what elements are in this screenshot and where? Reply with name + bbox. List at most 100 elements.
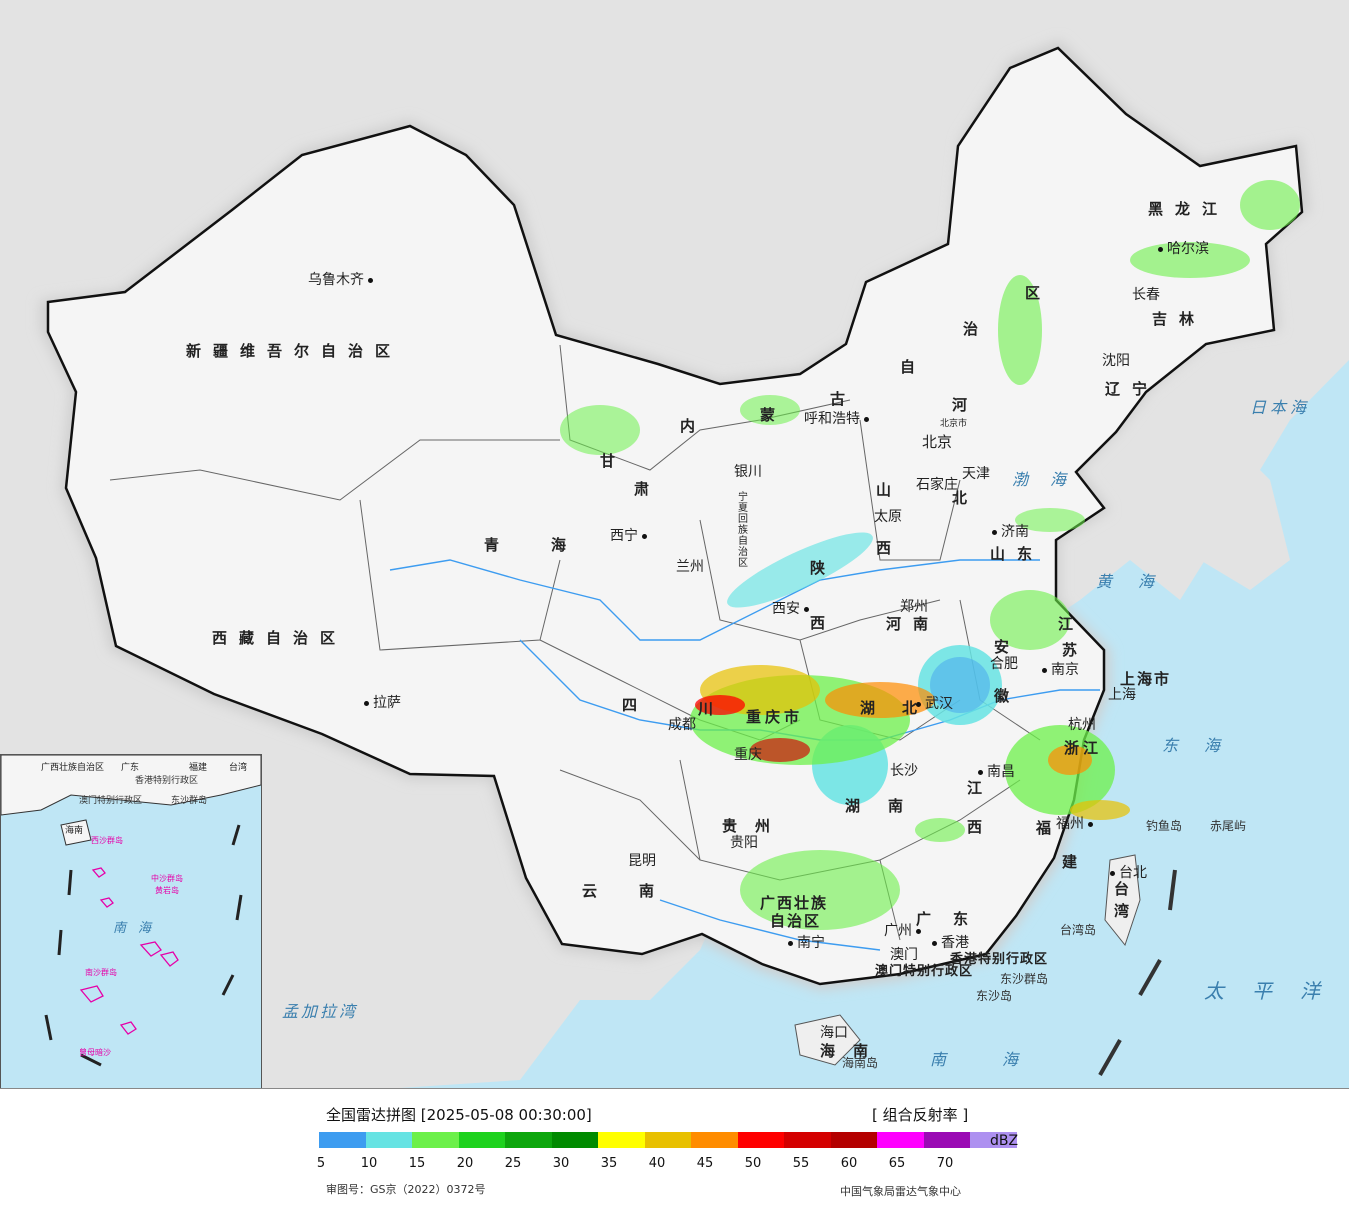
province-neimenggu-2: 蒙 bbox=[760, 406, 788, 424]
city-taibei[interactable]: 台北 bbox=[1110, 862, 1147, 882]
province-fujian-2: 建 bbox=[1062, 853, 1090, 871]
inset-guangxi: 广西壮族自治区 bbox=[41, 763, 105, 773]
sea-bohai: 渤海 bbox=[1012, 470, 1089, 489]
inset-mo: 澳门特别行政区 bbox=[79, 796, 143, 806]
city-xian[interactable]: 西安 bbox=[772, 598, 809, 618]
city-changsha[interactable]: 长沙 bbox=[890, 763, 918, 779]
scale-tick: 5 bbox=[316, 1156, 326, 1171]
inset-xisha: 西沙群岛 bbox=[91, 836, 123, 845]
province-zhejiang: 浙江 bbox=[1064, 739, 1103, 757]
sea-riben: 日本海 bbox=[1250, 398, 1311, 417]
province-jiangsu-2: 苏 bbox=[1062, 641, 1090, 659]
city-shanghai[interactable]: 上海 bbox=[1108, 687, 1136, 703]
radar-map[interactable]: 新疆维吾尔自治区 西藏自治区 青海 甘 肃 内 蒙 古 自 治 区 黑龙江 吉林… bbox=[0, 0, 1349, 1089]
scale-swatch bbox=[644, 1132, 691, 1148]
city-aomen[interactable]: 澳门 bbox=[890, 947, 918, 963]
city-xianggang[interactable]: 香港 bbox=[932, 932, 969, 952]
city-wuhan[interactable]: 武汉 bbox=[916, 693, 953, 713]
scale-tick: 60 bbox=[840, 1156, 858, 1171]
scale-tick: 35 bbox=[600, 1156, 618, 1171]
city-chongqing[interactable]: 重庆 bbox=[734, 747, 762, 763]
province-anhui: 安 bbox=[994, 638, 1022, 656]
city-lhasa[interactable]: 拉萨 bbox=[364, 692, 401, 712]
scale-tick: 25 bbox=[504, 1156, 522, 1171]
city-kunming[interactable]: 昆明 bbox=[628, 853, 656, 869]
province-guangxi: 广西壮族 bbox=[760, 894, 829, 912]
province-guizhou: 贵州 bbox=[722, 817, 789, 835]
south-china-sea-inset[interactable]: 广东 广西壮族自治区 台湾 福建 香港特别行政区 澳门特别行政区 海南 东沙群岛… bbox=[0, 754, 262, 1088]
city-hangzhou[interactable]: 杭州 bbox=[1068, 717, 1096, 733]
city-tianjin[interactable]: 天津 bbox=[962, 466, 990, 482]
city-fuzhou[interactable]: 福州 bbox=[1056, 813, 1093, 833]
province-anhui-2: 徽 bbox=[994, 687, 1022, 705]
island-diaoyu: 钓鱼岛 bbox=[1146, 819, 1183, 833]
province-qinghai: 青海 bbox=[484, 536, 619, 554]
scale-tick: 10 bbox=[360, 1156, 378, 1171]
city-jinan[interactable]: 济南 bbox=[992, 521, 1029, 541]
city-haikou[interactable]: 海口 bbox=[820, 1025, 848, 1041]
city-guiyang[interactable]: 贵阳 bbox=[730, 835, 758, 851]
scale-swatch bbox=[923, 1132, 970, 1148]
city-zhengzhou[interactable]: 郑州 bbox=[900, 599, 928, 615]
scale-tick: 70 bbox=[936, 1156, 954, 1171]
province-fujian: 福 bbox=[1036, 819, 1064, 837]
province-shanxi: 山 bbox=[876, 481, 904, 499]
province-xizang: 西藏自治区 bbox=[212, 629, 348, 647]
city-lanzhou[interactable]: 兰州 bbox=[676, 559, 704, 575]
province-shaanxi-2: 西 bbox=[810, 614, 838, 632]
province-hebei: 河 bbox=[952, 396, 980, 414]
city-chengdu[interactable]: 成都 bbox=[668, 717, 696, 733]
province-guangxi-2: 自治区 bbox=[770, 912, 822, 930]
province-ningxia: 宁夏回族自治区 bbox=[738, 492, 748, 569]
city-hefei[interactable]: 合肥 bbox=[990, 656, 1018, 672]
city-nanjing[interactable]: 南京 bbox=[1042, 659, 1079, 679]
city-taiyuan[interactable]: 太原 bbox=[874, 509, 902, 525]
inset-fujian: 福建 bbox=[189, 763, 208, 773]
province-hainan: 海南 bbox=[820, 1042, 887, 1060]
city-xining[interactable]: 西宁 bbox=[610, 525, 647, 545]
city-nanning[interactable]: 南宁 bbox=[788, 932, 825, 952]
sea-nanhai: 南海 bbox=[930, 1050, 1075, 1069]
scale-swatch bbox=[412, 1132, 459, 1148]
province-shaanxi: 陕 bbox=[810, 559, 838, 577]
city-yinchuan[interactable]: 银川 bbox=[734, 464, 762, 480]
scale-swatch bbox=[458, 1132, 505, 1148]
inset-hk: 香港特别行政区 bbox=[135, 776, 199, 786]
scale-swatch bbox=[737, 1132, 784, 1148]
province-hebei-2: 北 bbox=[952, 489, 980, 507]
hainan-island bbox=[794, 1014, 861, 1066]
province-neimenggu-3: 古 bbox=[830, 390, 858, 408]
city-urumqi[interactable]: 乌鲁木齐 bbox=[308, 269, 373, 289]
sea-huanghai: 黄海 bbox=[1096, 572, 1181, 591]
map-title: 全国雷达拼图 [2025-05-08 00:30:00] bbox=[326, 1106, 592, 1124]
province-neimenggu-5: 治 bbox=[963, 320, 991, 338]
scale-swatch bbox=[365, 1132, 412, 1148]
province-hongkong: 香港特别行政区 bbox=[950, 952, 1049, 967]
city-shijiazhuang[interactable]: 石家庄 bbox=[916, 477, 958, 493]
scale-swatch bbox=[598, 1132, 645, 1148]
scale-tick: 40 bbox=[648, 1156, 666, 1171]
city-changchun[interactable]: 长春 bbox=[1132, 287, 1160, 303]
province-sichuan-2: 川 bbox=[698, 700, 726, 718]
data-source: 中国气象局雷达气象中心 bbox=[840, 1185, 961, 1198]
city-hohhot[interactable]: 呼和浩特 bbox=[804, 408, 869, 428]
island-dongshadao: 东沙岛 bbox=[976, 989, 1013, 1003]
city-nanchang[interactable]: 南昌 bbox=[978, 761, 1015, 781]
scale-tick: 20 bbox=[456, 1156, 474, 1171]
scale-swatch bbox=[319, 1132, 366, 1148]
province-jiangxi-2: 西 bbox=[967, 818, 995, 836]
city-guangzhou[interactable]: 广州 bbox=[884, 920, 921, 940]
city-beijing[interactable]: 北京 bbox=[922, 433, 953, 451]
inset-huangyan: 黄岩岛 bbox=[155, 886, 179, 895]
scale-tick: 15 bbox=[408, 1156, 426, 1171]
city-harbin[interactable]: 哈尔滨 bbox=[1158, 238, 1209, 258]
city-shenyang[interactable]: 沈阳 bbox=[1102, 353, 1130, 369]
radar-echoes bbox=[560, 180, 1300, 930]
province-yunnan: 云南 bbox=[582, 882, 697, 900]
color-scale bbox=[319, 1132, 1017, 1148]
inset-canvas bbox=[1, 755, 261, 1067]
inset-zhongsha: 中沙群岛 bbox=[151, 874, 183, 883]
sea-taipingyang: 太平洋 bbox=[1204, 979, 1348, 1003]
scale-swatch bbox=[877, 1132, 924, 1148]
scale-tick: 50 bbox=[744, 1156, 762, 1171]
